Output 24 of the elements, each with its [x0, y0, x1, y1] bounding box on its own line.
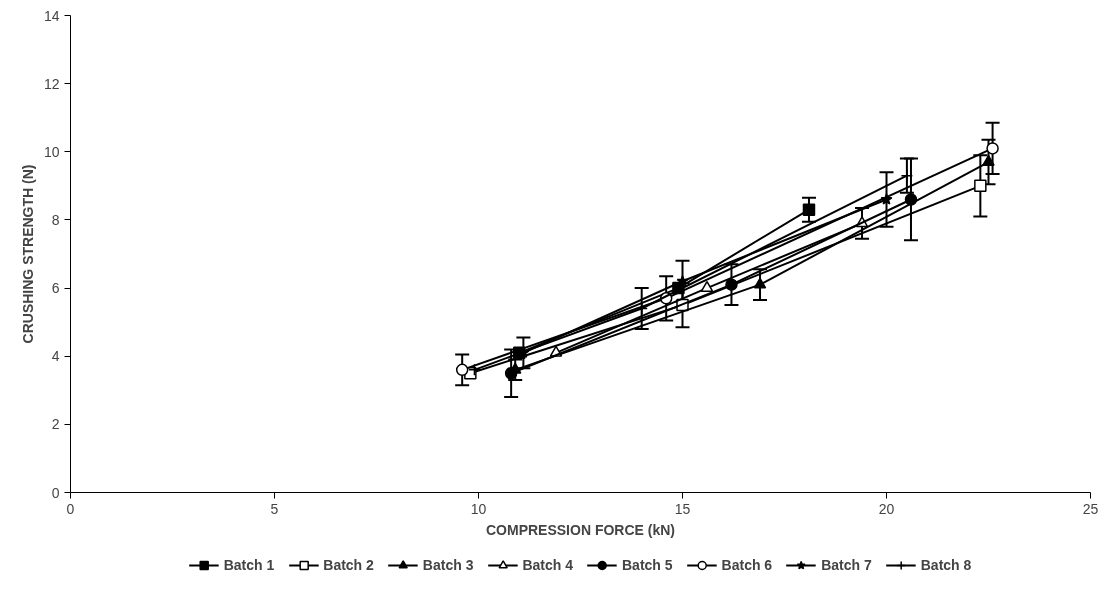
x-tick-label: 15: [674, 500, 691, 517]
legend-label: Batch 8: [920, 557, 972, 573]
x-tick-label: 5: [270, 500, 279, 517]
legend-label: Batch 7: [821, 557, 872, 573]
y-tick-label: 10: [43, 143, 60, 160]
y-tick-label: 0: [51, 484, 60, 501]
x-tick-label: 25: [1082, 500, 1099, 517]
legend-label: Batch 4: [522, 557, 573, 573]
legend-label: Batch 6: [721, 557, 773, 573]
x-tick-label: 20: [878, 500, 895, 517]
x-tick-label: 0: [66, 500, 75, 517]
legend-label: Batch 5: [622, 557, 673, 573]
y-tick-label: 4: [51, 348, 60, 365]
y-tick-label: 14: [43, 7, 60, 24]
x-axis-title: COMPRESSION FORCE (kN): [485, 521, 676, 538]
legend-label: Batch 1: [223, 557, 275, 573]
x-tick-label: 10: [470, 500, 487, 517]
y-tick-label: 12: [43, 75, 60, 92]
legend-label: Batch 2: [323, 557, 374, 573]
legend-label: Batch 3: [422, 557, 474, 573]
y-tick-label: 6: [51, 280, 60, 297]
y-tick-label: 2: [51, 416, 60, 433]
y-tick-label: 8: [51, 211, 60, 228]
y-axis-title: CRUSHING STRENGTH (N): [19, 164, 36, 344]
